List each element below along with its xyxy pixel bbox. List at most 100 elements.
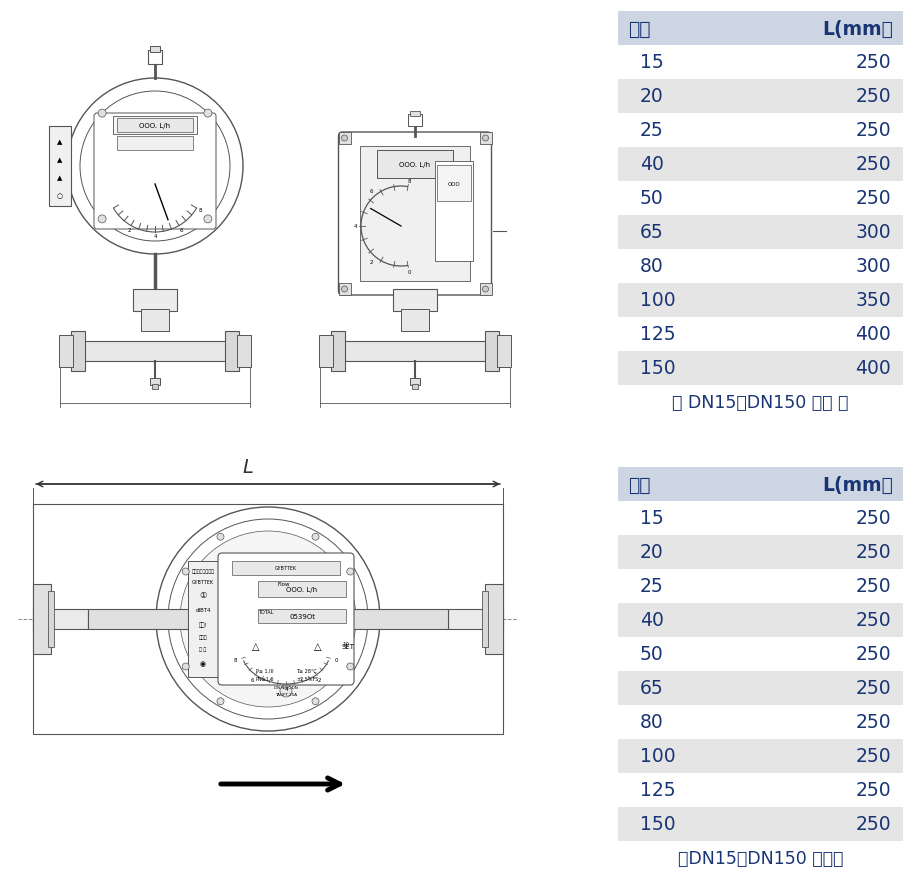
Text: 150: 150 [640,359,675,378]
Text: 150: 150 [640,814,675,833]
Text: 250: 250 [855,189,891,209]
Bar [348,609,448,629]
Text: ▲: ▲ [57,139,63,145]
Bar [618,216,903,249]
Bar [497,335,511,368]
Text: ◉: ◉ [200,660,206,667]
Text: ①: ① [199,591,206,600]
Bar [435,162,473,262]
Circle shape [483,287,488,293]
Text: 20: 20 [640,88,664,106]
Bar [117,136,193,151]
Text: P≤ 1.III: P≤ 1.III [256,669,274,673]
Text: 开 盖: 开 盖 [199,647,206,652]
Text: △: △ [315,641,322,651]
Bar [618,603,903,637]
Bar [482,591,488,647]
Bar [71,332,85,372]
Text: 25: 25 [640,122,664,140]
Circle shape [98,216,106,223]
Bar [258,609,346,623]
Text: 350: 350 [855,291,891,310]
Bar [232,561,340,575]
Text: 15: 15 [640,509,664,527]
Bar [618,352,903,386]
Bar [485,332,499,372]
Bar [437,166,471,202]
Bar [410,379,420,386]
Bar [480,133,492,145]
Bar [331,332,345,372]
Bar [618,318,903,352]
Text: （ DN15～DN150 气体 ）: （ DN15～DN150 气体 ） [673,394,849,412]
Text: 8: 8 [407,179,411,184]
Text: TAGFT-25A: TAGFT-25A [275,693,297,696]
Circle shape [312,534,319,541]
Text: 4: 4 [285,687,288,692]
Bar [49,127,71,207]
Text: 口径: 口径 [628,19,651,38]
Text: 0: 0 [407,269,411,275]
Bar [113,116,197,135]
Bar [48,591,54,647]
Bar [225,332,239,372]
Bar [88,609,188,629]
Text: 20: 20 [640,543,664,562]
Circle shape [204,110,212,118]
Text: PN≤1.6: PN≤1.6 [256,677,275,681]
Bar [33,609,88,629]
Text: 300: 300 [855,223,891,242]
Text: 250: 250 [855,122,891,140]
Circle shape [180,531,356,707]
Circle shape [483,136,488,142]
Text: OOO. L/h: OOO. L/h [139,123,171,129]
Bar [340,342,490,362]
Circle shape [280,686,292,697]
Text: 300: 300 [855,257,891,276]
Text: ○: ○ [57,193,63,199]
Text: 250: 250 [855,543,891,562]
Bar [618,12,903,46]
Bar [618,501,903,535]
Text: GYBTTEK: GYBTTEK [275,566,297,571]
Circle shape [217,534,224,541]
Bar [410,112,420,116]
Text: 25: 25 [640,577,664,596]
Bar [618,807,903,841]
Text: DN NRIODN: DN NRIODN [275,686,298,689]
Bar [338,283,351,295]
FancyBboxPatch shape [338,133,492,295]
Text: 100: 100 [640,746,675,766]
Bar [448,609,503,629]
Circle shape [342,287,347,293]
Bar [618,705,903,740]
Bar [485,584,503,654]
Text: OOO. L/h: OOO. L/h [286,587,317,593]
Text: 流量管浮子流量计: 流量管浮子流量计 [192,569,215,574]
Text: SET: SET [342,643,355,649]
Text: OOO. L/h: OOO. L/h [399,162,431,168]
Text: ▲: ▲ [57,175,63,181]
Text: 50: 50 [640,645,664,664]
Text: OOO: OOO [447,182,460,186]
Text: GYBTTEK: GYBTTEK [192,579,214,584]
Bar [618,46,903,80]
Text: 2: 2 [127,228,131,232]
Bar [618,182,903,216]
Text: 400: 400 [855,325,891,344]
Text: 100: 100 [640,291,675,310]
Circle shape [346,568,354,575]
Text: 250: 250 [855,746,891,766]
Bar [618,148,903,182]
Text: 250: 250 [855,156,891,175]
Text: 断电前: 断电前 [199,634,207,640]
Text: 250: 250 [855,713,891,732]
Text: 250: 250 [855,611,891,630]
Text: 125: 125 [640,325,675,344]
Text: 15: 15 [640,53,664,72]
Bar [618,114,903,148]
FancyBboxPatch shape [94,114,216,229]
Bar [338,133,351,145]
Bar [141,309,169,332]
Circle shape [204,216,212,223]
